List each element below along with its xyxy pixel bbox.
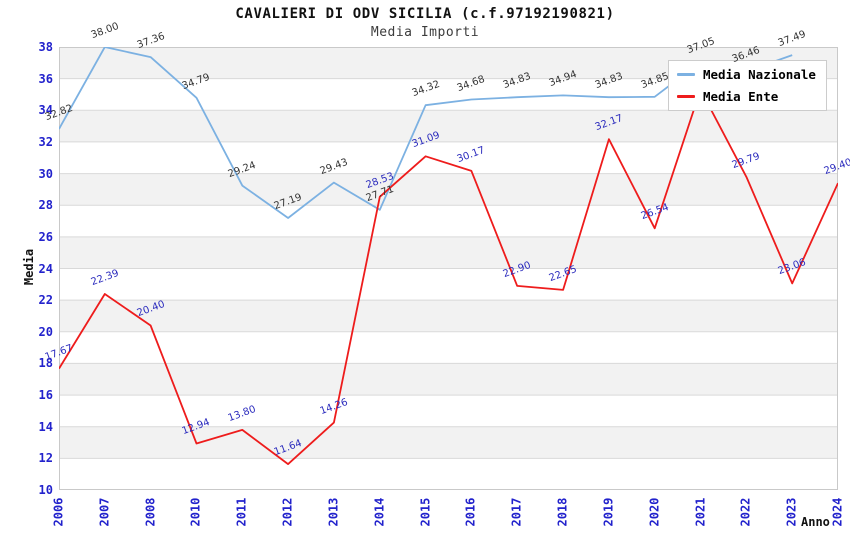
plot-band — [59, 363, 838, 396]
y-tick-label: 28 — [38, 198, 53, 213]
legend-swatch-media-nazionale — [677, 73, 695, 76]
y-tick-label: 20 — [38, 324, 53, 339]
x-tick-label: 2023 — [784, 497, 799, 527]
plot-band — [59, 426, 838, 459]
y-tick-label: 38 — [38, 40, 53, 54]
x-tick-label: 2020 — [647, 497, 662, 527]
y-tick-label: 30 — [38, 166, 53, 181]
x-tick-label: 2008 — [143, 497, 158, 527]
y-tick-label: 36 — [38, 71, 53, 86]
x-tick-label: 2014 — [372, 497, 387, 527]
x-tick-label: 2021 — [693, 497, 708, 527]
x-axis-title: Anno — [801, 515, 830, 529]
legend-item-media-nazionale: Media Nazionale — [677, 67, 816, 82]
x-tick-label: 2007 — [97, 497, 112, 527]
x-tick-label: 2012 — [280, 497, 295, 527]
legend-item-media-ente: Media Ente — [677, 89, 816, 104]
x-tick-label: 2018 — [555, 497, 570, 527]
legend-swatch-media-ente — [677, 95, 695, 98]
x-tick-label: 2017 — [509, 497, 524, 527]
x-tick-label: 2011 — [234, 497, 249, 527]
y-tick-label: 14 — [38, 419, 53, 434]
legend-label-media-ente: Media Ente — [703, 89, 779, 104]
x-tick-label: 2006 — [51, 497, 66, 527]
chart-subtitle: Media Importi — [370, 25, 480, 40]
chart-title: CAVALIERI DI ODV SICILIA (c.f.9719219082… — [235, 6, 615, 22]
legend-label-media-nazionale: Media Nazionale — [703, 67, 816, 82]
x-tick-label: 2013 — [326, 497, 341, 527]
y-tick-label: 26 — [38, 229, 53, 244]
y-tick-label: 16 — [38, 388, 53, 403]
y-tick-label: 22 — [38, 293, 53, 308]
plot-area — [59, 47, 838, 490]
plot-band — [59, 236, 838, 269]
x-tick-label: 2022 — [738, 497, 753, 527]
y-tick-label: 12 — [38, 451, 53, 466]
x-tick-label: 2015 — [418, 497, 433, 527]
series-line-media-ente — [59, 88, 838, 466]
plot-band — [59, 110, 838, 142]
x-tick-label: 2010 — [188, 497, 203, 527]
plot-band — [59, 173, 838, 206]
y-tick-label: 32 — [38, 134, 53, 149]
legend: Media Nazionale Media Ente — [668, 60, 827, 111]
x-tick-label: 2019 — [601, 497, 616, 527]
x-tick-label: 2016 — [463, 497, 478, 527]
plot-band — [59, 300, 838, 332]
x-tick-label: 2024 — [830, 497, 845, 527]
plot-border — [59, 47, 838, 490]
y-tick-label: 10 — [38, 483, 53, 497]
y-tick-label: 18 — [38, 356, 53, 371]
y-tick-label: 34 — [38, 103, 53, 118]
y-tick-label: 24 — [38, 261, 53, 276]
